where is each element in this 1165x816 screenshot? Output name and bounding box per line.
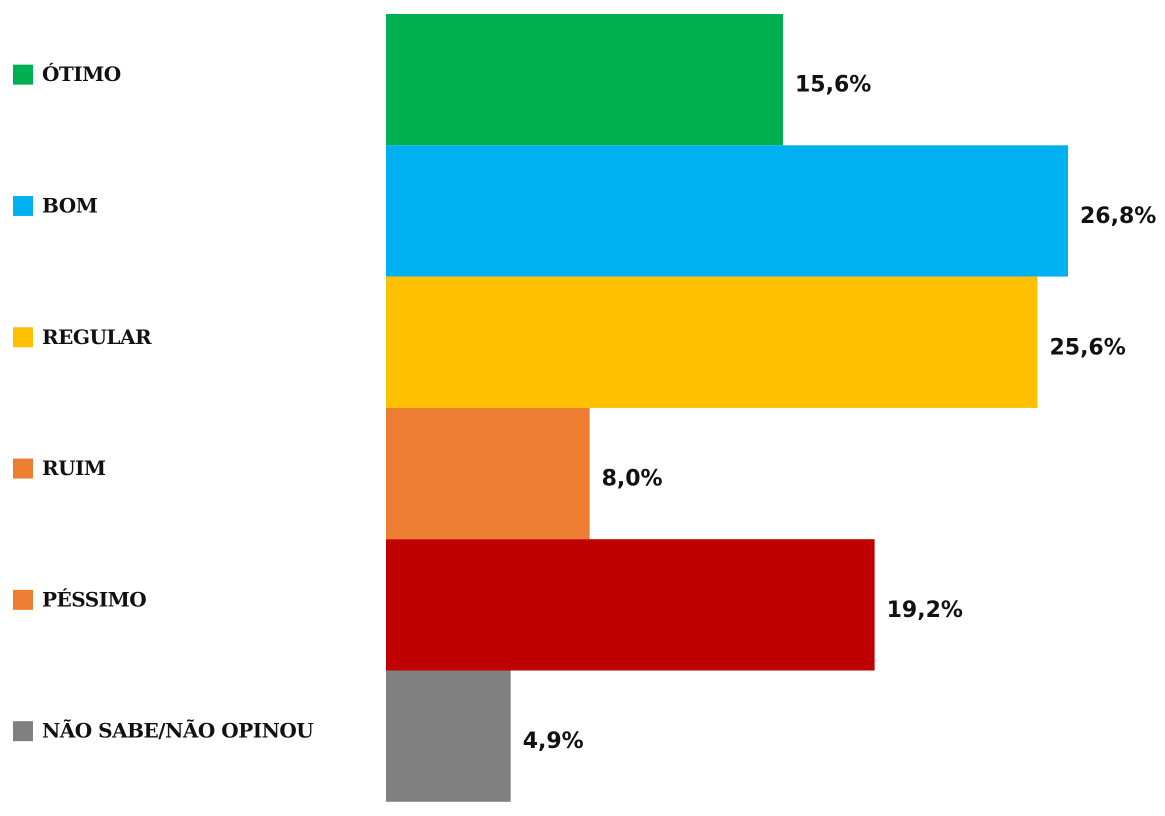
category-label: REGULAR <box>42 325 152 349</box>
legend-swatch <box>13 64 33 85</box>
category-label: BOM <box>42 193 98 217</box>
bar <box>386 539 875 671</box>
legend-swatch <box>13 589 33 610</box>
category-label: RUIM <box>42 456 106 480</box>
legend-swatch <box>13 327 33 348</box>
bar <box>386 276 1038 408</box>
value-label: 4,9% <box>523 729 584 754</box>
bar <box>386 407 590 540</box>
value-label: 25,6% <box>1049 335 1125 360</box>
legend-swatch <box>13 458 33 479</box>
bar <box>386 670 511 802</box>
value-label: 19,2% <box>887 598 963 623</box>
value-label: 26,8% <box>1080 204 1156 229</box>
value-label: 8,0% <box>602 467 663 492</box>
legend-swatch <box>13 721 33 742</box>
value-label: 15,6% <box>795 73 871 98</box>
category-label: PÉSSIMO <box>42 587 146 611</box>
category-label: ÓTIMO <box>42 61 121 86</box>
category-label: NÃO SABE/NÃO OPINOU <box>42 719 313 743</box>
bar <box>386 145 1068 277</box>
bar <box>386 14 783 146</box>
legend-swatch <box>13 195 33 216</box>
